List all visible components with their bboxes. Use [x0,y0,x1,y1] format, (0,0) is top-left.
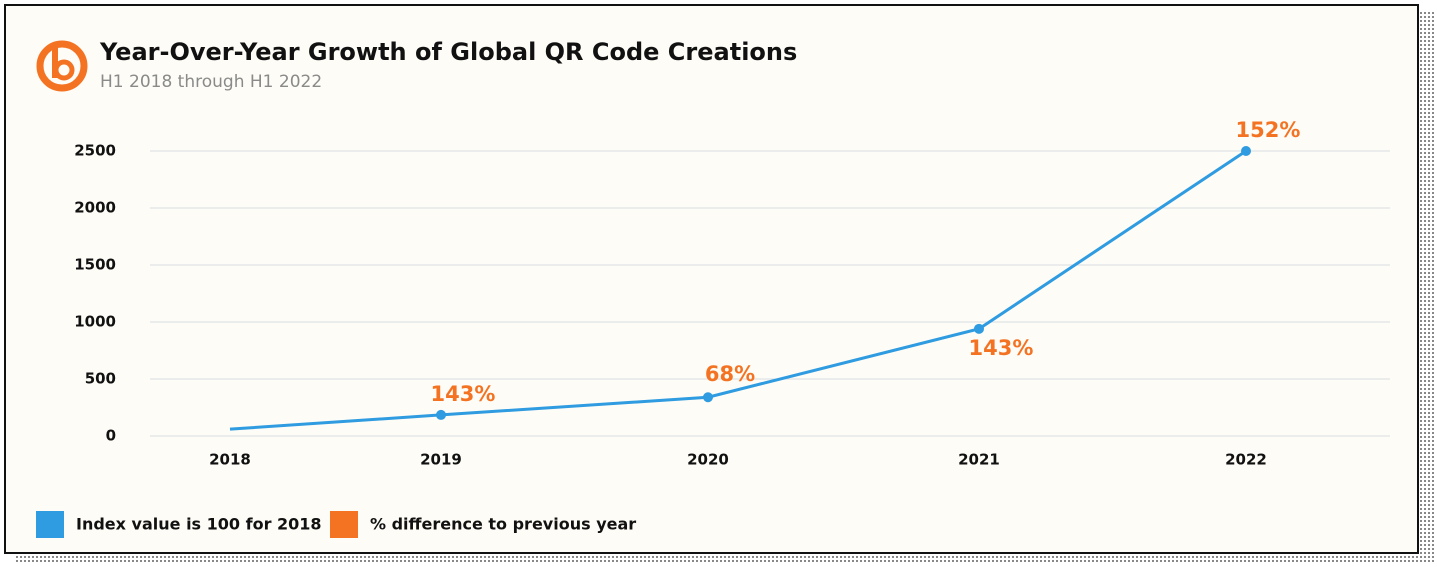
chart-title: Year-Over-Year Growth of Global QR Code … [99,38,797,66]
y-tick-label: 1000 [74,313,116,331]
point [436,409,446,420]
y-tick-label: 500 [85,370,116,388]
legend-swatch [330,511,358,538]
point [974,323,984,334]
card [4,4,1419,554]
x-tick-label: 2022 [1225,451,1267,469]
point [1241,146,1251,156]
x-tick-label: 2019 [420,451,462,469]
data-label: 68% [705,362,755,386]
x-tick-label: 2021 [958,451,1000,469]
legend-label: Index value is 100 for 2018 [76,515,322,534]
y-tick-label: 2500 [74,142,116,160]
data-label: 143% [431,382,496,406]
y-tick-label: 2000 [74,199,116,217]
x-tick-label: 2020 [687,451,729,469]
y-tick-label: 1500 [74,256,116,274]
chart-subtitle: H1 2018 through H1 2022 [100,72,322,92]
legend-swatch [36,511,64,538]
data-label: 152% [1236,118,1301,142]
logo [36,40,88,92]
point [703,392,713,403]
data-label: 143% [969,336,1034,360]
x-tick-label: 2018 [209,451,251,469]
legend-label: % difference to previous year [370,515,636,534]
y-tick-label: 0 [106,427,116,445]
